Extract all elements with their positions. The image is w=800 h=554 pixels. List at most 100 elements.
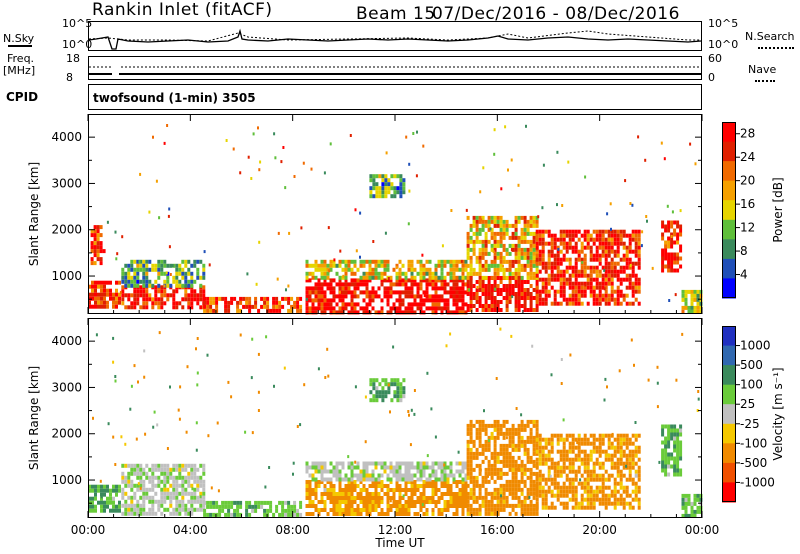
data-cell bbox=[622, 489, 626, 494]
data-cell bbox=[589, 237, 593, 242]
data-cell bbox=[532, 259, 536, 264]
data-speckle bbox=[303, 383, 306, 387]
data-cell bbox=[616, 441, 620, 446]
data-cell bbox=[690, 509, 694, 514]
data-cell bbox=[574, 505, 578, 510]
data-cell bbox=[434, 302, 438, 307]
data-cell bbox=[616, 449, 620, 454]
data-cell bbox=[166, 487, 170, 492]
data-cell bbox=[416, 500, 420, 504]
data-cell bbox=[664, 240, 668, 245]
data-cell bbox=[681, 309, 685, 314]
data-cell bbox=[511, 467, 515, 472]
data-cell bbox=[335, 504, 339, 508]
data-cell bbox=[130, 467, 134, 472]
data-speckle bbox=[114, 463, 117, 466]
data-cell bbox=[598, 229, 602, 234]
data-cell bbox=[341, 310, 345, 315]
data-cell bbox=[496, 475, 500, 480]
data-cell bbox=[505, 427, 509, 432]
data-cell bbox=[616, 433, 620, 438]
data-cell bbox=[538, 269, 542, 274]
data-cell bbox=[381, 394, 385, 399]
data-speckle bbox=[511, 295, 514, 299]
data-cell bbox=[437, 306, 441, 311]
data-cell bbox=[616, 437, 620, 442]
data-cell bbox=[673, 252, 677, 257]
data-cell bbox=[511, 263, 515, 268]
data-cell bbox=[544, 289, 548, 294]
data-cell bbox=[670, 256, 674, 261]
data-cell bbox=[396, 186, 400, 191]
data-cell bbox=[610, 273, 614, 278]
data-cell bbox=[520, 239, 524, 244]
data-cell bbox=[449, 469, 453, 474]
data-cell bbox=[396, 398, 400, 403]
data-cell bbox=[541, 449, 545, 454]
data-cell bbox=[634, 485, 638, 490]
data-cell bbox=[625, 433, 629, 438]
noise-sky-line bbox=[88, 28, 702, 50]
data-speckle bbox=[95, 333, 98, 337]
data-cell bbox=[124, 275, 128, 280]
data-cell bbox=[375, 182, 379, 187]
data-cell bbox=[410, 473, 414, 478]
data-cell bbox=[690, 501, 694, 506]
data-cell bbox=[487, 227, 491, 232]
data-cell bbox=[466, 439, 470, 444]
data-cell bbox=[679, 264, 683, 269]
data-cell bbox=[221, 504, 225, 509]
data-cell bbox=[329, 496, 333, 500]
data-cell bbox=[187, 479, 191, 484]
data-cell bbox=[272, 308, 276, 313]
data-cell bbox=[317, 512, 321, 516]
data-cell bbox=[580, 249, 584, 254]
data-cell bbox=[580, 233, 584, 238]
noise-left-tick-bottom: 10^0 bbox=[62, 38, 93, 51]
data-cell bbox=[568, 281, 572, 286]
data-cell bbox=[109, 496, 112, 501]
data-cell bbox=[121, 275, 125, 280]
data-cell bbox=[601, 481, 605, 486]
data-cell bbox=[481, 451, 485, 456]
data-cell bbox=[679, 440, 683, 445]
data-cell bbox=[517, 427, 521, 432]
data-cell bbox=[679, 452, 683, 457]
data-cell bbox=[215, 500, 219, 505]
data-cell bbox=[598, 253, 602, 258]
data-cell bbox=[598, 293, 602, 298]
data-cell bbox=[335, 508, 339, 512]
data-cell bbox=[475, 435, 479, 440]
data-cell bbox=[472, 223, 476, 228]
data-cell bbox=[490, 296, 494, 300]
data-cell bbox=[493, 487, 497, 492]
data-cell bbox=[511, 288, 515, 292]
data-cell bbox=[296, 304, 300, 309]
data-cell bbox=[696, 293, 700, 298]
data-cell bbox=[166, 283, 170, 288]
data-cell bbox=[133, 467, 137, 472]
data-cell bbox=[106, 280, 109, 285]
data-cell bbox=[160, 495, 164, 500]
data-cell bbox=[481, 503, 485, 508]
data-cell bbox=[224, 500, 228, 505]
data-cell bbox=[160, 503, 164, 508]
data-cell bbox=[589, 289, 593, 294]
data-speckle bbox=[646, 219, 648, 223]
data-cell bbox=[130, 293, 134, 298]
data-cell bbox=[169, 499, 173, 504]
data-cell bbox=[625, 501, 629, 506]
data-cell bbox=[676, 452, 680, 457]
data-cell bbox=[317, 294, 321, 299]
data-cell bbox=[493, 423, 497, 428]
data-cell bbox=[314, 267, 318, 272]
data-cell bbox=[664, 256, 668, 261]
data-cell bbox=[461, 302, 465, 307]
data-cell bbox=[523, 471, 527, 476]
data-cell bbox=[284, 508, 288, 513]
colorbar-swatch bbox=[722, 239, 736, 260]
data-cell bbox=[628, 501, 632, 506]
data-cell bbox=[610, 461, 614, 466]
data-speckle bbox=[112, 336, 115, 340]
data-cell bbox=[133, 463, 137, 468]
